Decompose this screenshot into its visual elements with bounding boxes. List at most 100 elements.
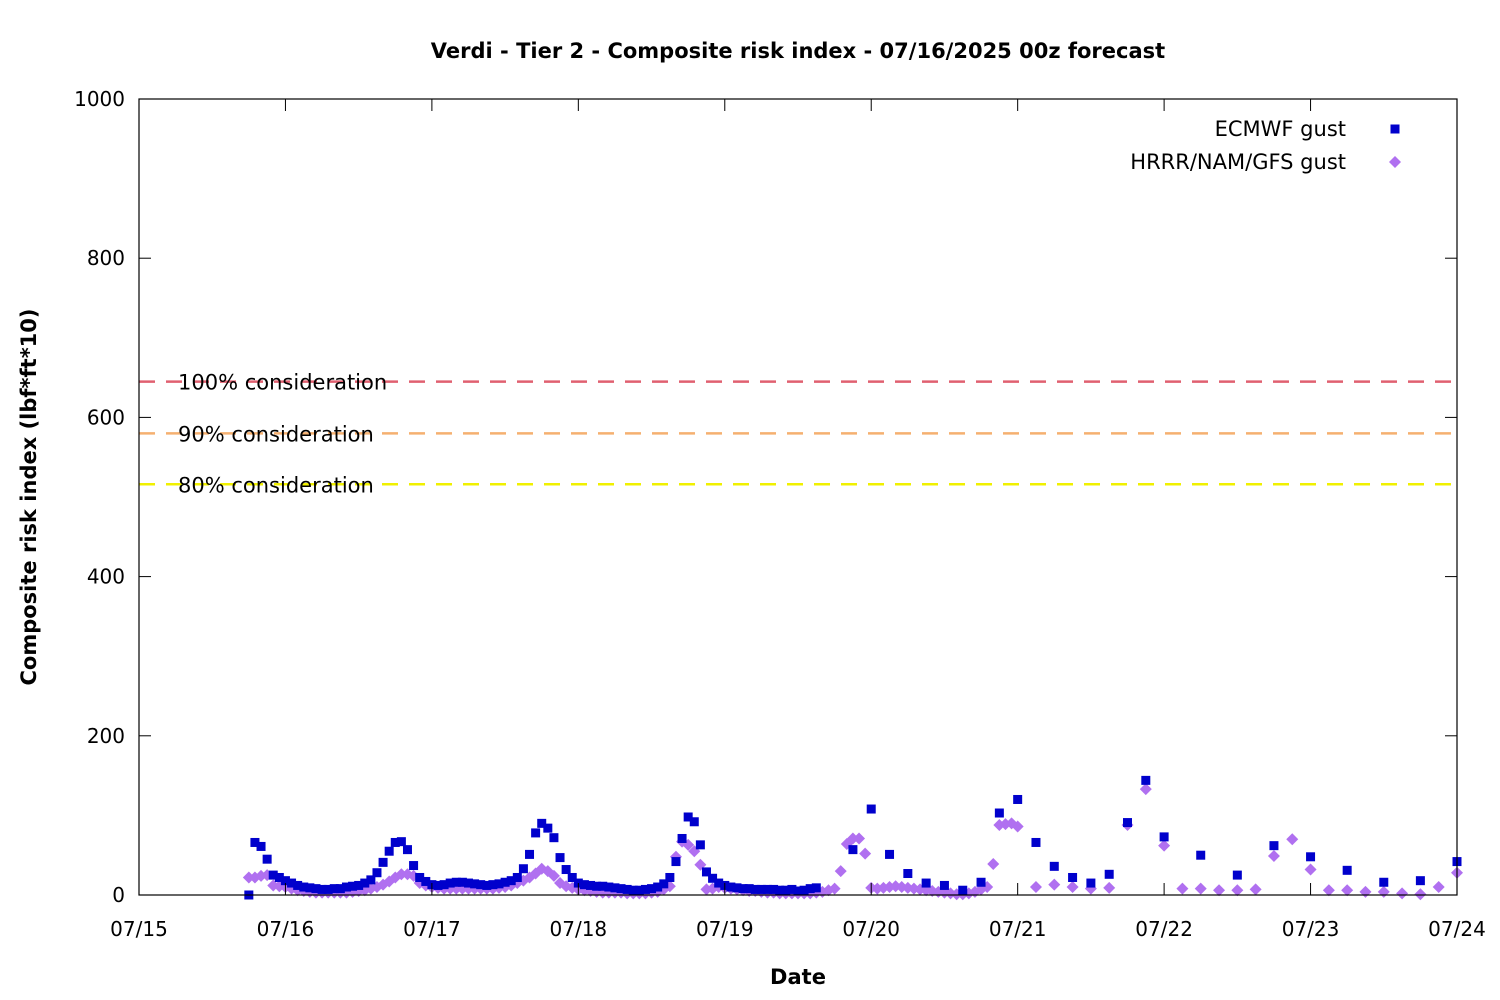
legend-marker [1390,124,1400,134]
ecmwf-point [738,884,748,894]
y-tick-label: 600 [87,405,125,429]
ecmwf-point [1049,861,1059,871]
ecmwf-point [317,884,327,894]
threshold-label: 90% consideration [178,422,374,446]
ecmwf-series [244,775,1462,900]
ecmwf-point [799,885,809,895]
ecmwf-point [701,867,711,877]
ecmwf-point [402,845,412,855]
ecmwf-point [366,875,376,885]
hrrr-point [1139,783,1152,796]
hrrr-point [859,847,872,860]
ecmwf-point [750,884,760,894]
x-tick-label: 07/24 [1428,917,1486,941]
y-tick-label: 0 [112,883,125,907]
ecmwf-point [647,884,657,894]
ecmwf-point [598,881,608,891]
ecmwf-point [256,841,266,851]
ecmwf-point [640,884,650,894]
ecmwf-point [274,872,284,882]
x-tick-label: 07/16 [257,917,315,941]
hrrr-point [1304,863,1317,876]
ecmwf-point [525,849,535,859]
ecmwf-point [579,880,589,890]
ecmwf-point [708,873,718,883]
ecmwf-point [555,853,565,863]
ecmwf-point [1013,794,1023,804]
y-tick-label: 200 [87,724,125,748]
y-tick-label: 1000 [74,87,125,111]
x-axis-label: Date [770,965,826,989]
ecmwf-point [775,885,785,895]
legend: ECMWF gust HRRR/NAM/GFS gust [1130,117,1401,174]
legend-label: HRRR/NAM/GFS gust [1130,150,1346,174]
hrrr-point [828,882,841,895]
ecmwf-point [268,870,278,880]
ecmwf-point [354,880,364,890]
hrrr-point [1194,882,1207,895]
hrrr-point [987,857,1000,870]
ecmwf-point [616,884,626,894]
ecmwf-point [378,857,388,867]
ecmwf-point [976,877,986,887]
ecmwf-point [866,804,876,814]
ecmwf-point [628,885,638,895]
ecmwf-point [604,882,614,892]
ecmwf-point [335,884,345,894]
ecmwf-point [1379,877,1389,887]
ecmwf-point [341,882,351,892]
ecmwf-point [683,812,693,822]
ecmwf-point [1159,832,1169,842]
ecmwf-point [885,849,895,859]
x-tick-label: 07/18 [550,917,608,941]
legend-marker [1389,156,1401,168]
hrrr-point [1066,881,1079,894]
ecmwf-point [409,861,419,871]
ecmwf-point [323,884,333,894]
ecmwf-point [958,885,968,895]
ecmwf-point [781,885,791,895]
ecmwf-point [494,879,504,889]
ecmwf-point [848,845,858,855]
data-series [242,775,1463,901]
ecmwf-point [756,884,766,894]
ecmwf-point [726,882,736,892]
hrrr-point [395,868,408,881]
threshold-label: 100% consideration [178,371,387,395]
ecmwf-point [939,880,949,890]
ecmwf-point [762,884,772,894]
ecmwf-point [293,880,303,890]
ecmwf-point [287,878,297,888]
hrrr-point [846,832,859,845]
ecmwf-point [1104,869,1114,879]
x-tick-label: 07/19 [696,917,754,941]
ecmwf-point [567,872,577,882]
ecmwf-point [732,883,742,893]
ecmwf-point [586,880,596,890]
ecmwf-point [769,884,779,894]
ecmwf-point [280,876,290,886]
ecmwf-point [390,837,400,847]
x-tick-label: 07/17 [403,917,461,941]
threshold-lines: 100% consideration 90% consideration 80% c… [139,371,1457,497]
ecmwf-point [677,833,687,843]
ecmwf-point [811,883,821,893]
ecmwf-point [1123,818,1132,828]
ecmwf-point [1086,878,1096,888]
ecmwf-point [329,884,339,894]
ecmwf-point [671,857,681,867]
hrrr-point [1103,881,1116,894]
hrrr-point [1396,887,1409,900]
hrrr-point [1158,839,1171,852]
ecmwf-point [518,864,528,874]
y-tick-label: 800 [87,246,125,270]
ecmwf-point [262,854,272,864]
ecmwf-point [421,876,431,886]
ecmwf-point [1068,872,1078,882]
x-tick-label: 07/15 [110,917,168,941]
ecmwf-point [921,878,931,888]
ecmwf-point [348,881,358,891]
ecmwf-point [372,868,382,878]
hrrr-point [1011,820,1024,833]
